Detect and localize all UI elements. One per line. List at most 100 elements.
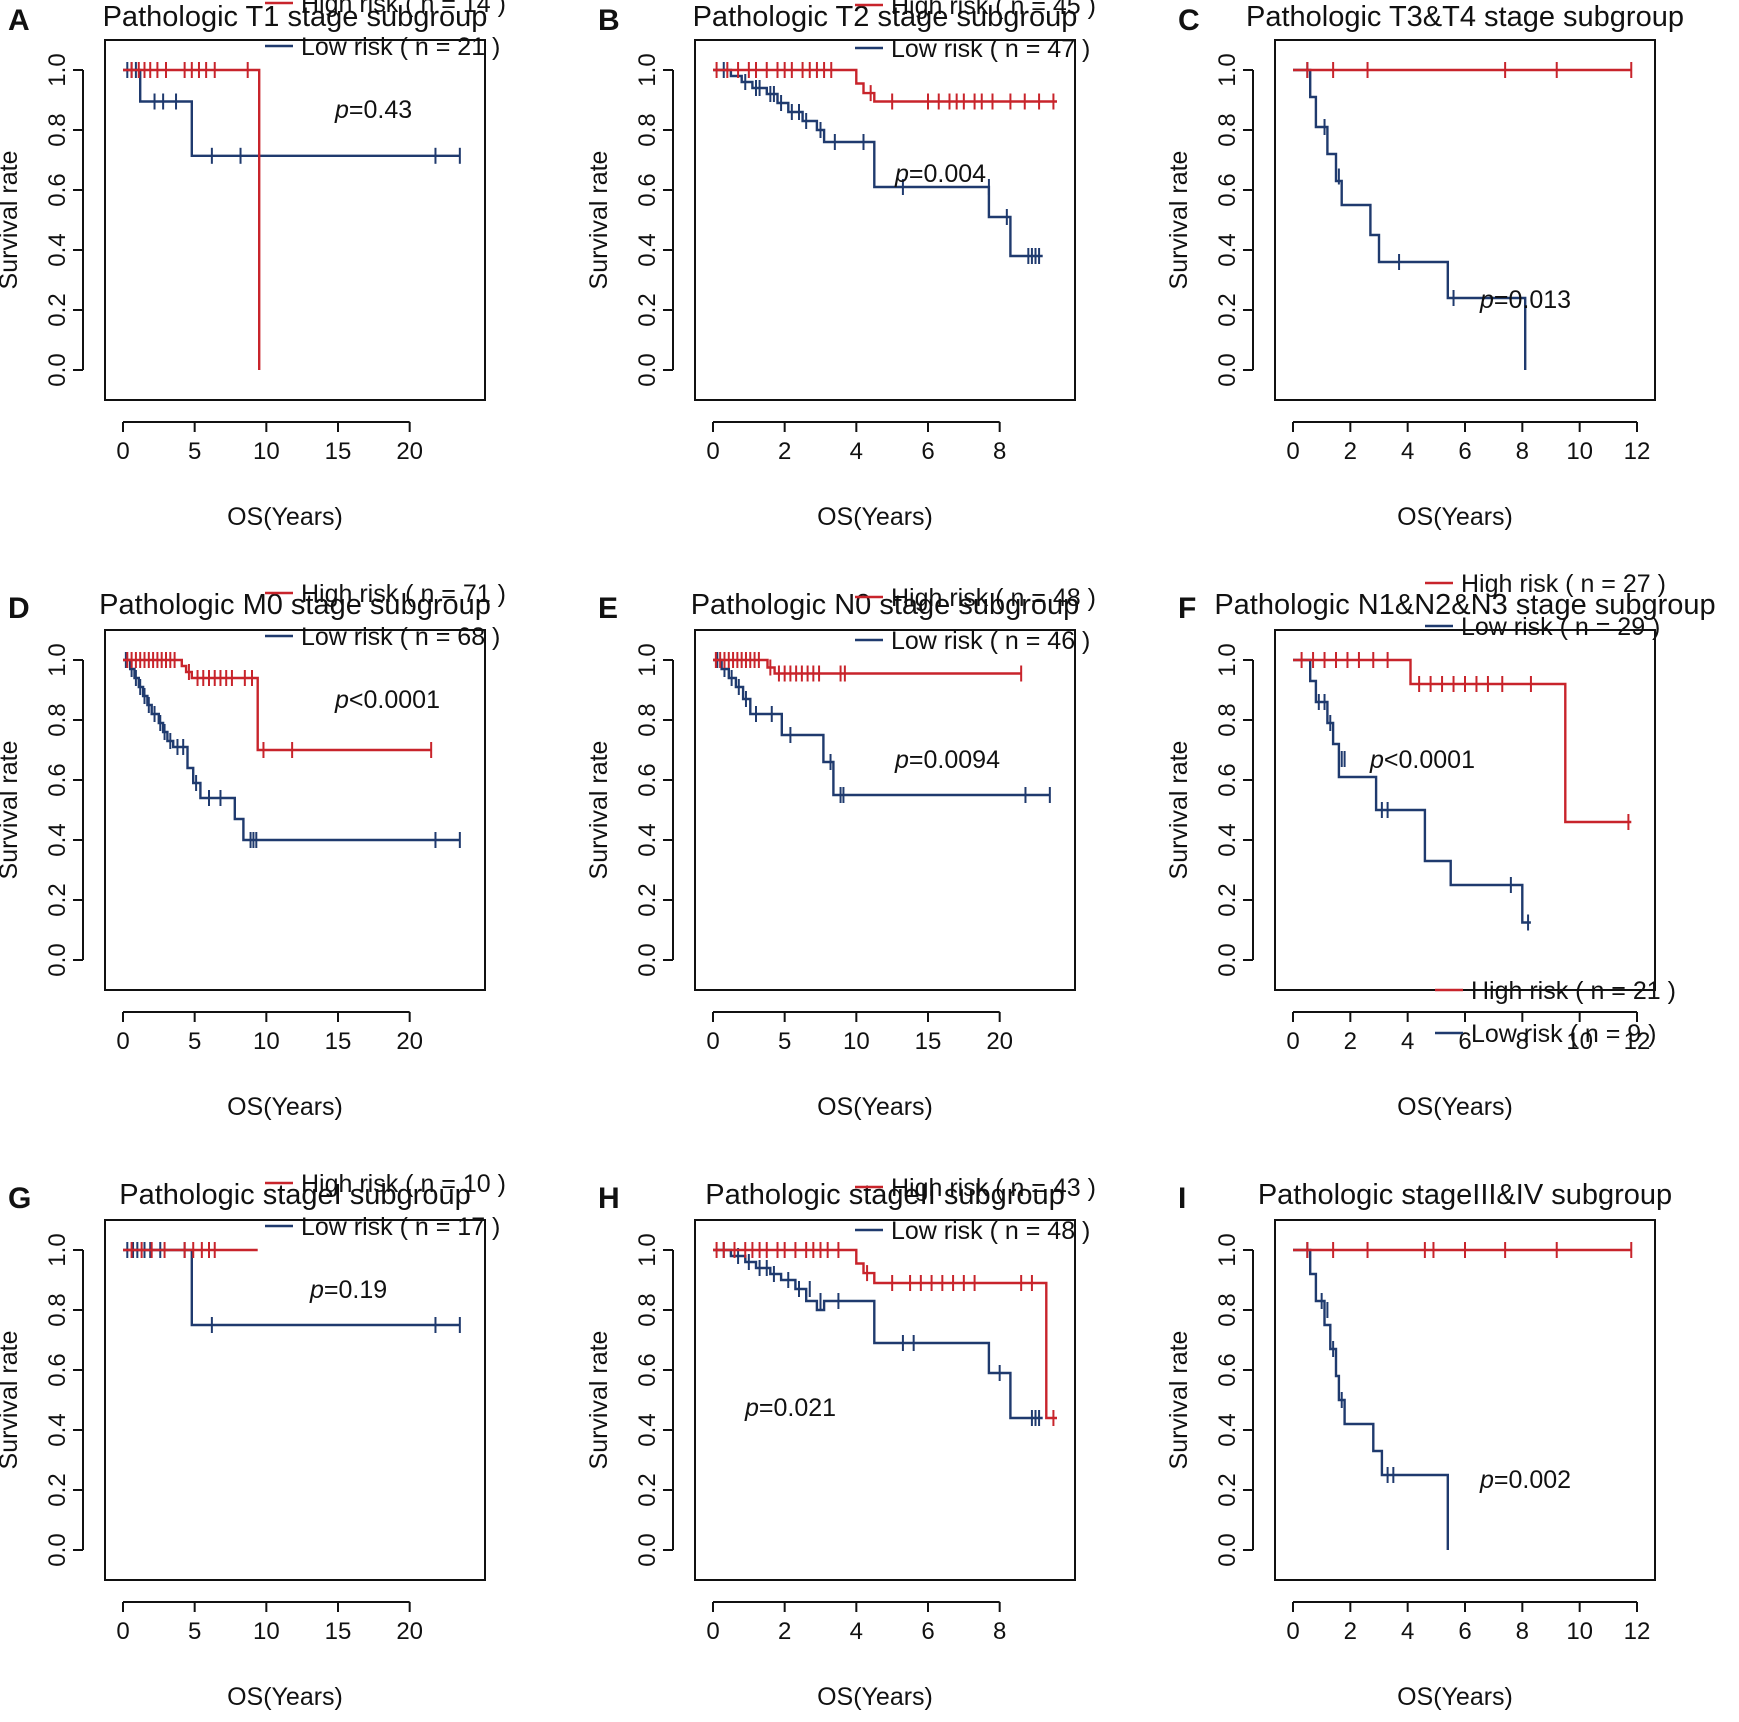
- y-tick-label: 0.2: [1214, 293, 1241, 326]
- p-value-prefix: p: [334, 96, 349, 124]
- panel-b: B Pathologic T2 stage subgroup0.00.20.40.…: [585, 0, 1096, 531]
- legend: High risk ( n = 43 ) Low risk ( n = 48 ): [855, 1174, 1096, 1245]
- x-tick-label: 6: [1458, 1618, 1471, 1645]
- survival-curve: [713, 1248, 1057, 1420]
- panel-letter: F: [1178, 592, 1196, 625]
- y-tick-label: 0.2: [44, 1473, 71, 1506]
- x-tick-label: 20: [396, 438, 423, 465]
- y-tick-label: 1.0: [634, 1233, 661, 1266]
- y-tick-label: 0.8: [634, 703, 661, 736]
- chart-title: Pathologic M0 stage subgroup: [99, 589, 491, 621]
- p-value-text: =0.004: [909, 160, 986, 188]
- series-low-risk: [123, 652, 461, 848]
- x-tick-label: 0: [706, 1618, 719, 1645]
- p-value: p<0.0001: [334, 686, 440, 714]
- plot-frame: [1274, 39, 1656, 401]
- y-tick-label: 0.0: [634, 353, 661, 386]
- x-tick-label: 8: [1516, 1028, 1529, 1055]
- y-tick-label: 0.6: [634, 1353, 661, 1386]
- legend-label: High risk ( n = 48 ): [891, 584, 1096, 612]
- x-tick-label: 6: [1458, 438, 1471, 465]
- y-tick-label: 0.0: [44, 1533, 71, 1566]
- y-tick-label: 0.2: [634, 883, 661, 916]
- legend: High risk ( n = 27 ) Low risk ( n = 29 ): [1425, 570, 1666, 641]
- panel-letter: C: [1178, 4, 1200, 37]
- series-high-risk: [1293, 1242, 1633, 1258]
- x-axis-label: OS(Years): [1397, 1093, 1513, 1121]
- y-tick-label: 0.0: [1214, 353, 1241, 386]
- p-value: p=0.19: [309, 1276, 387, 1304]
- p-value: p=0.0094: [894, 746, 1000, 774]
- y-axis: 0.0 0.2 0.4 0.6 0.8 1.0 Survival rate: [1165, 1233, 1254, 1567]
- panel-letter: B: [598, 4, 620, 37]
- series-low-risk: [1293, 1242, 1450, 1550]
- y-tick-label: 0.2: [1214, 883, 1241, 916]
- legend-label: High risk ( n = 14 ): [301, 0, 506, 18]
- x-axis-label: OS(Years): [1397, 503, 1513, 531]
- y-axis-label: Survival rate: [1165, 741, 1193, 880]
- x-tick-label: 15: [325, 1028, 352, 1055]
- chart-title: Pathologic N1&N2&N3 stage subgroup: [1214, 589, 1715, 621]
- y-tick-label: 0.6: [1214, 763, 1241, 796]
- y-tick-label: 0.6: [634, 173, 661, 206]
- p-value: p=0.021: [744, 1394, 836, 1422]
- x-tick-label: 0: [1286, 438, 1299, 465]
- panel-c: C Pathologic T3&T4 stage subgroup0.00.20.…: [1165, 1, 1684, 531]
- survival-curve: [713, 68, 1057, 103]
- p-value-prefix: p: [744, 1394, 759, 1422]
- legend: High risk ( n = 71 ) Low risk ( n = 68 ): [265, 580, 506, 651]
- survival-curve: [1293, 1248, 1450, 1550]
- series-high-risk: [713, 1242, 1057, 1426]
- x-tick-label: 20: [396, 1028, 423, 1055]
- legend-label: Low risk ( n = 68 ): [301, 623, 500, 651]
- x-tick-label: 6: [921, 1618, 934, 1645]
- y-tick-label: 1.0: [44, 53, 71, 86]
- plot-frame: [104, 1219, 486, 1581]
- x-axis-label: OS(Years): [227, 503, 343, 531]
- y-tick-label: 0.8: [634, 113, 661, 146]
- x-tick-label: 5: [188, 1618, 201, 1645]
- legend-label: Low risk ( n = 48 ): [891, 1217, 1090, 1245]
- x-axis-label: OS(Years): [1397, 1683, 1513, 1711]
- x-axis-label: OS(Years): [817, 503, 933, 531]
- p-value: p=0.004: [894, 160, 986, 188]
- series-high-risk: [713, 652, 1023, 682]
- p-value-prefix: p: [1369, 746, 1384, 774]
- survival-curve: [123, 68, 261, 370]
- x-tick-label: 5: [778, 1028, 791, 1055]
- x-tick-label: 4: [1401, 1618, 1414, 1645]
- survival-curve: [1293, 658, 1531, 924]
- chart-title: Pathologic T1 stage subgroup: [103, 1, 488, 33]
- x-tick-label: 0: [1286, 1618, 1299, 1645]
- y-axis: 0.0 0.2 0.4 0.6 0.8 1.0 Survival rate: [0, 1233, 84, 1567]
- x-tick-label: 8: [993, 438, 1006, 465]
- y-axis-label: Survival rate: [0, 151, 23, 290]
- y-tick-label: 0.4: [1214, 823, 1241, 856]
- x-tick-label: 8: [993, 1618, 1006, 1645]
- panel-e: E Pathologic N0 stage subgroup0.00.20.40.…: [585, 584, 1096, 1121]
- legend: High risk ( n = 14 ) Low risk ( n = 21 ): [265, 0, 506, 61]
- x-tick-label: 10: [253, 1028, 280, 1055]
- panel-letter: A: [8, 4, 30, 37]
- y-tick-label: 0.4: [634, 233, 661, 266]
- legend-label: High risk ( n = 71 ): [301, 580, 506, 608]
- x-axis-label: OS(Years): [227, 1683, 343, 1711]
- plot-frame: [694, 629, 1076, 991]
- x-tick-label: 8: [1516, 438, 1529, 465]
- x-tick-label: 20: [986, 1028, 1013, 1055]
- legend-label: High risk ( n = 10 ): [301, 1170, 506, 1198]
- x-tick-label: 10: [1566, 1028, 1593, 1055]
- x-axis: 0 5 10 15 20 OS(Years): [706, 1011, 1013, 1121]
- legend: High risk ( n = 21 ) Low risk ( n = 9 ): [1435, 977, 1676, 1048]
- y-tick-label: 0.0: [44, 353, 71, 386]
- y-axis: 0.0 0.2 0.4 0.6 0.8 1.0 Survival rate: [1165, 53, 1254, 387]
- y-tick-label: 0.8: [634, 1293, 661, 1326]
- y-tick-label: 1.0: [44, 1233, 71, 1266]
- y-tick-label: 0.0: [44, 943, 71, 976]
- y-tick-label: 0.2: [44, 293, 71, 326]
- x-tick-label: 2: [1344, 1618, 1357, 1645]
- legend-label: Low risk ( n = 17 ): [301, 1213, 500, 1241]
- x-tick-label: 4: [850, 1618, 863, 1645]
- y-tick-label: 1.0: [44, 643, 71, 676]
- plot-frame: [104, 629, 486, 991]
